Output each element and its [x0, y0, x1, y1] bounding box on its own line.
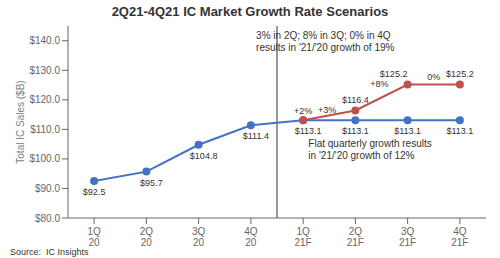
svg-text:+8%: +8%	[370, 79, 388, 89]
svg-text:2Q20: 2Q20	[140, 226, 154, 248]
svg-text:0%: 0%	[427, 72, 440, 82]
svg-text:2Q21F: 2Q21F	[347, 226, 364, 248]
svg-text:$113.1: $113.1	[394, 126, 421, 136]
svg-text:$100.0: $100.0	[29, 153, 60, 164]
svg-text:$80.0: $80.0	[35, 213, 60, 224]
svg-text:$111.4: $111.4	[243, 131, 269, 141]
svg-text:Total IC Sales ($B): Total IC Sales ($B)	[15, 80, 26, 163]
html-text:Flat quarterly growth results: Flat quarterly growth results in '21/'20…	[308, 137, 432, 161]
svg-text:$90.0: $90.0	[35, 183, 60, 194]
svg-text:1Q20: 1Q20	[87, 226, 101, 248]
svg-text:$113.1: $113.1	[295, 126, 322, 136]
svg-text:$95.7: $95.7	[140, 178, 163, 188]
html-text:3% in 2Q; 8% in 3Q; 0% in 4Q r: 3% in 2Q; 8% in 3Q; 0% in 4Q results in …	[256, 30, 395, 54]
svg-text:$125.2: $125.2	[446, 69, 474, 79]
svg-text:+2%: +2%	[294, 106, 312, 116]
svg-text:$125.2: $125.2	[380, 69, 408, 79]
svg-text:$110.0: $110.0	[30, 124, 60, 135]
html-text:Source: IC Insights: Source: IC Insights	[10, 247, 89, 257]
svg-text:3Q20: 3Q20	[192, 226, 206, 248]
svg-text:$104.8: $104.8	[190, 151, 218, 161]
svg-text:$92.5: $92.5	[83, 187, 106, 197]
svg-text:$120.0: $120.0	[29, 94, 60, 105]
svg-text:$113.1: $113.1	[342, 126, 369, 136]
html-text:2Q21-4Q21 IC Market Growth Rat: 2Q21-4Q21 IC Market Growth Rate Scenario…	[111, 4, 389, 19]
svg-text:3Q21F: 3Q21F	[399, 226, 416, 248]
svg-text:$113.1: $113.1	[446, 126, 473, 136]
svg-text:4Q20: 4Q20	[244, 226, 258, 248]
svg-text:$140.0: $140.0	[29, 35, 60, 46]
svg-text:$116.4: $116.4	[342, 95, 369, 105]
svg-text:4Q21F: 4Q21F	[451, 226, 468, 248]
svg-text:+3%: +3%	[318, 105, 336, 115]
svg-text:1Q21F: 1Q21F	[295, 226, 312, 248]
svg-text:$130.0: $130.0	[29, 65, 60, 76]
